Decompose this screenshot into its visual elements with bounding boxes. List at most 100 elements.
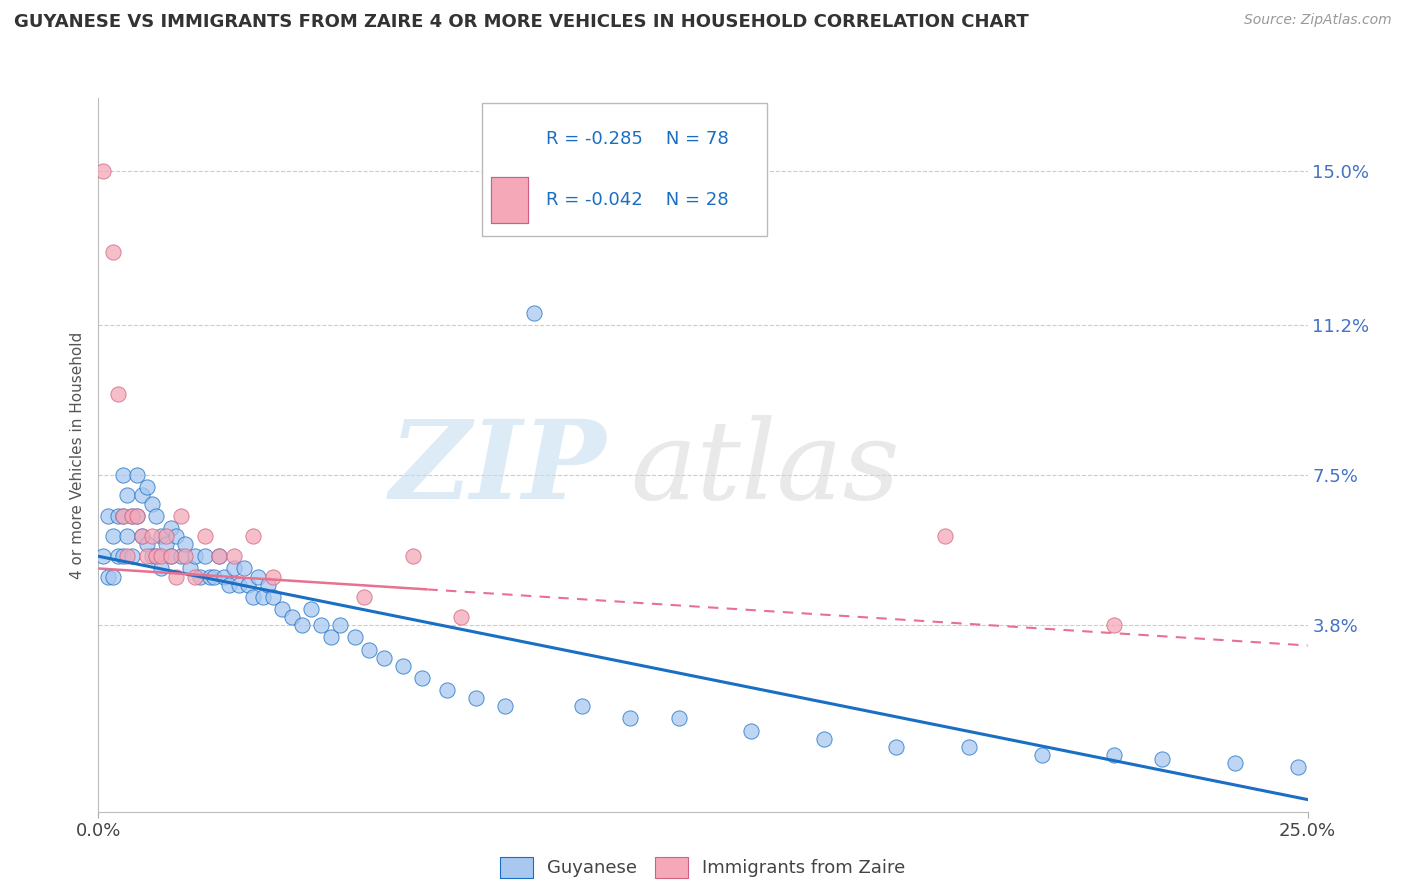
- Point: [222, 561, 245, 575]
- Point: [160, 521, 183, 535]
- Point: [141, 529, 163, 543]
- Point: [150, 529, 173, 543]
- Point: [174, 549, 197, 564]
- Text: ZIP: ZIP: [389, 416, 606, 523]
- FancyBboxPatch shape: [482, 103, 768, 235]
- Point: [135, 537, 157, 551]
- Point: [131, 529, 153, 543]
- Point: [141, 549, 163, 564]
- Point: [160, 549, 183, 564]
- Point: [97, 569, 120, 583]
- Point: [169, 549, 191, 564]
- Point: [107, 508, 129, 523]
- Point: [571, 699, 593, 714]
- Point: [127, 508, 149, 523]
- Point: [523, 306, 546, 320]
- Text: R = -0.042    N = 28: R = -0.042 N = 28: [546, 191, 728, 209]
- Point: [145, 508, 167, 523]
- Point: [91, 549, 114, 564]
- Point: [111, 468, 134, 483]
- Point: [194, 549, 217, 564]
- Point: [494, 699, 516, 714]
- Point: [228, 577, 250, 591]
- Point: [174, 537, 197, 551]
- Point: [262, 590, 284, 604]
- Point: [131, 488, 153, 502]
- Point: [117, 529, 139, 543]
- Point: [1286, 760, 1309, 774]
- Point: [135, 480, 157, 494]
- Point: [111, 549, 134, 564]
- Point: [281, 610, 304, 624]
- Point: [127, 508, 149, 523]
- Point: [464, 691, 486, 706]
- FancyBboxPatch shape: [492, 177, 527, 223]
- Point: [111, 508, 134, 523]
- Point: [252, 590, 274, 604]
- Point: [135, 549, 157, 564]
- Point: [242, 529, 264, 543]
- Point: [212, 569, 235, 583]
- Point: [121, 549, 143, 564]
- Text: atlas: atlas: [630, 416, 900, 523]
- Point: [271, 602, 294, 616]
- Point: [222, 549, 245, 564]
- Point: [97, 508, 120, 523]
- Point: [194, 529, 217, 543]
- Point: [121, 508, 143, 523]
- Point: [165, 569, 187, 583]
- Point: [184, 569, 207, 583]
- Point: [238, 577, 260, 591]
- Text: R = -0.285    N = 78: R = -0.285 N = 78: [546, 130, 728, 148]
- Point: [165, 529, 187, 543]
- Point: [319, 631, 342, 645]
- Point: [668, 711, 690, 725]
- Point: [232, 561, 254, 575]
- Point: [117, 488, 139, 502]
- Point: [1102, 618, 1125, 632]
- Point: [107, 549, 129, 564]
- Point: [107, 387, 129, 401]
- Point: [204, 569, 226, 583]
- Point: [111, 508, 134, 523]
- Point: [242, 590, 264, 604]
- Point: [155, 529, 177, 543]
- Point: [218, 577, 240, 591]
- Point: [141, 497, 163, 511]
- Text: GUYANESE VS IMMIGRANTS FROM ZAIRE 4 OR MORE VEHICLES IN HOUSEHOLD CORRELATION CH: GUYANESE VS IMMIGRANTS FROM ZAIRE 4 OR M…: [14, 13, 1029, 31]
- Legend: Guyanese, Immigrants from Zaire: Guyanese, Immigrants from Zaire: [494, 849, 912, 885]
- Point: [450, 610, 472, 624]
- Point: [290, 618, 312, 632]
- Point: [373, 650, 395, 665]
- Point: [934, 529, 956, 543]
- Point: [184, 549, 207, 564]
- Point: [1152, 752, 1174, 766]
- Point: [402, 549, 425, 564]
- Point: [155, 537, 177, 551]
- Point: [436, 683, 458, 698]
- Point: [101, 569, 124, 583]
- Point: [101, 529, 124, 543]
- Point: [121, 508, 143, 523]
- Point: [256, 577, 278, 591]
- Point: [740, 723, 762, 738]
- FancyBboxPatch shape: [492, 177, 527, 223]
- Point: [299, 602, 322, 616]
- Point: [145, 549, 167, 564]
- Point: [1031, 747, 1053, 762]
- Text: Source: ZipAtlas.com: Source: ZipAtlas.com: [1244, 13, 1392, 28]
- Point: [309, 618, 332, 632]
- Point: [188, 569, 211, 583]
- Point: [359, 642, 381, 657]
- Point: [117, 549, 139, 564]
- Point: [91, 164, 114, 178]
- Point: [150, 549, 173, 564]
- Point: [329, 618, 352, 632]
- Point: [411, 671, 433, 685]
- Point: [145, 549, 167, 564]
- Point: [343, 631, 366, 645]
- Point: [247, 569, 270, 583]
- Point: [127, 468, 149, 483]
- Point: [1102, 747, 1125, 762]
- Point: [160, 549, 183, 564]
